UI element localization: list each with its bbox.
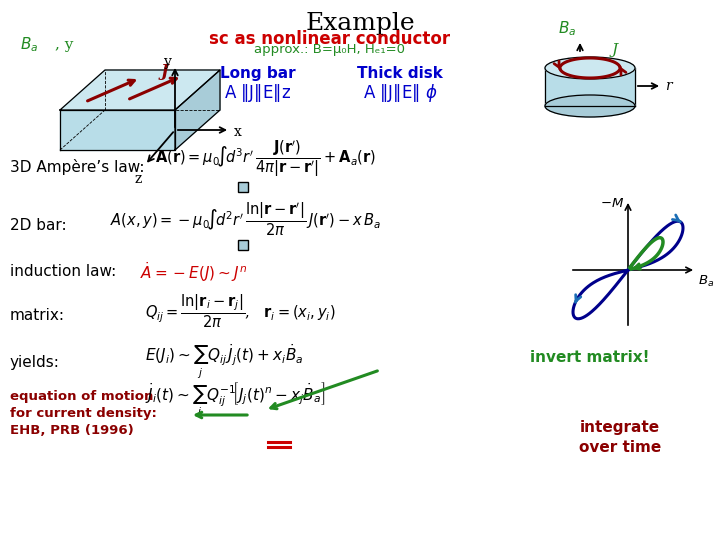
- Text: A $\Vert$J$\Vert$E$\Vert$z: A $\Vert$J$\Vert$E$\Vert$z: [225, 82, 292, 104]
- Text: Long bar: Long bar: [220, 66, 296, 81]
- Text: A $\Vert$J$\Vert$E$\Vert$ $\phi$: A $\Vert$J$\Vert$E$\Vert$ $\phi$: [363, 82, 437, 104]
- Text: 3D Ampère’s law:: 3D Ampère’s law:: [10, 159, 145, 175]
- Ellipse shape: [545, 95, 635, 117]
- Text: J: J: [161, 64, 169, 80]
- Text: $B_a$: $B_a$: [698, 274, 714, 289]
- Text: matrix:: matrix:: [10, 307, 65, 322]
- Text: z: z: [135, 172, 142, 186]
- Text: $Q_{ij} = \dfrac{\ln|\mathbf{r}_i - \mathbf{r}_j|}{2\pi}$,   $\mathbf{r}_i = (x_: $Q_{ij} = \dfrac{\ln|\mathbf{r}_i - \mat…: [145, 292, 336, 330]
- Text: r: r: [665, 79, 672, 93]
- Text: induction law:: induction law:: [10, 265, 116, 280]
- Text: invert matrix!: invert matrix!: [530, 349, 649, 364]
- Ellipse shape: [545, 57, 635, 79]
- Polygon shape: [175, 70, 220, 150]
- Text: $\dot{A} = -E(J) \sim J^n$: $\dot{A} = -E(J) \sim J^n$: [140, 260, 247, 284]
- Text: $E(J_i) \sim \sum_j Q_{ij}\,\dot{J}_j(t) + x_i\dot{B}_a$: $E(J_i) \sim \sum_j Q_{ij}\,\dot{J}_j(t)…: [145, 343, 303, 381]
- Text: Example: Example: [305, 12, 415, 35]
- Polygon shape: [60, 70, 220, 110]
- Text: integrate
over time: integrate over time: [579, 420, 661, 455]
- Text: y: y: [164, 55, 172, 69]
- Text: $A(x,y) = -\mu_0 \!\int\! d^2r'\,\dfrac{\ln|\mathbf{r}-\mathbf{r}'|}{2\pi}\,J(\m: $A(x,y) = -\mu_0 \!\int\! d^2r'\,\dfrac{…: [110, 200, 382, 238]
- Text: $B_a$: $B_a$: [20, 36, 38, 55]
- Polygon shape: [60, 110, 175, 150]
- Text: sc as nonlinear conductor: sc as nonlinear conductor: [210, 30, 451, 48]
- Polygon shape: [545, 68, 635, 106]
- Text: x: x: [234, 125, 242, 139]
- Text: 2D bar:: 2D bar:: [10, 218, 67, 233]
- Text: J: J: [612, 43, 618, 57]
- FancyBboxPatch shape: [238, 240, 248, 250]
- FancyBboxPatch shape: [238, 182, 248, 192]
- Text: Thick disk: Thick disk: [357, 66, 443, 81]
- Text: , y: , y: [55, 38, 73, 52]
- Text: approx.: B=μ₀H, Hₑ₁=0: approx.: B=μ₀H, Hₑ₁=0: [254, 43, 405, 56]
- Text: $-M$: $-M$: [600, 197, 624, 210]
- Text: $\mathbf{A}(\mathbf{r}) = \mu_0 \!\int\! d^3r'\,\dfrac{\mathbf{J}(\mathbf{r}')}{: $\mathbf{A}(\mathbf{r}) = \mu_0 \!\int\!…: [155, 139, 376, 179]
- Text: $B_a$: $B_a$: [558, 19, 576, 38]
- Text: equation of motion
for current density:
EHB, PRB (1996): equation of motion for current density: …: [10, 390, 157, 437]
- Text: yields:: yields:: [10, 354, 60, 369]
- Text: $\dot{J}_i(t) \sim \sum_j Q_{ij}^{-1}\!\left[J_j(t)^n - x_j\dot{B}_a\right]$: $\dot{J}_i(t) \sim \sum_j Q_{ij}^{-1}\!\…: [145, 380, 325, 420]
